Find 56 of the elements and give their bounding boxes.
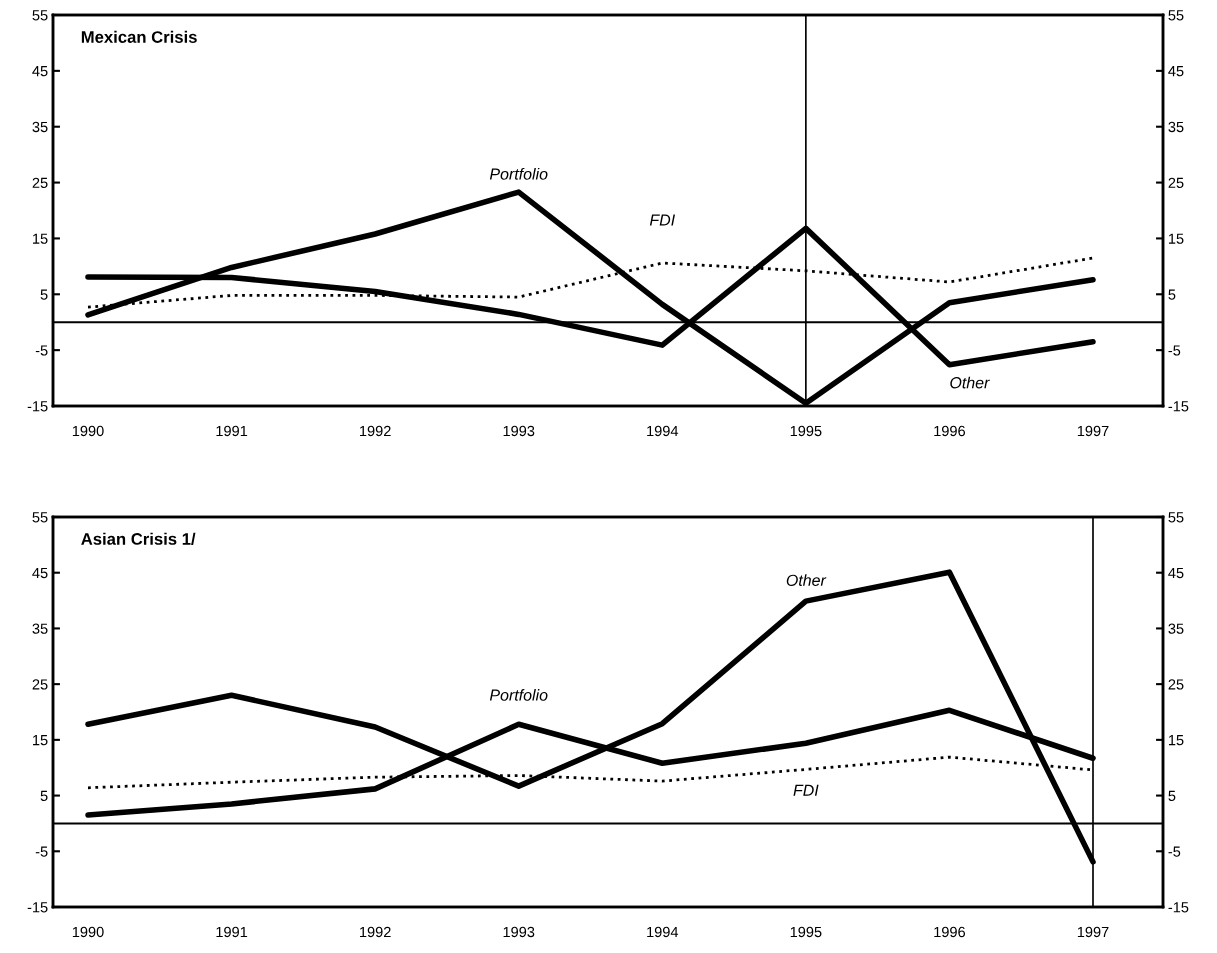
y-tick-label: 45 [32, 567, 48, 579]
x-tick-label: 1995 [790, 425, 822, 437]
x-tick-label: 1997 [1077, 926, 1109, 938]
x-tick-label: 1990 [72, 926, 104, 938]
y-tick-label: 35 [32, 121, 48, 133]
y2-tick-label: 55 [1168, 512, 1184, 523]
x-tick-label: 1994 [647, 425, 679, 437]
y-tick-label: 15 [33, 233, 48, 244]
x-tick-label: 1996 [934, 926, 966, 938]
y2-tick-label: 15 [1168, 233, 1184, 244]
y2-tick-label: 25 [1168, 177, 1184, 188]
x-tick-label: 1991 [216, 926, 248, 938]
y-tick-label: 45 [32, 66, 48, 77]
y2-tick-label: -15 [1168, 902, 1189, 913]
y2-tick-label: -15 [1168, 401, 1189, 412]
series-label: Portfolio [489, 689, 548, 701]
y2-tick-label: -5 [1168, 846, 1181, 857]
y-tick-label: 25 [32, 177, 48, 188]
y-tick-label: 35 [32, 623, 48, 634]
x-tick-label: 1992 [360, 926, 391, 938]
y-tick-label: -5 [35, 345, 48, 356]
y2-tick-label: 45 [1168, 567, 1184, 579]
x-tick-label: 1990 [72, 425, 104, 437]
x-tick-label: 1993 [503, 926, 535, 938]
y-tick-label: 5 [40, 289, 48, 300]
y2-tick-label: 35 [1168, 623, 1184, 634]
text: FDI [649, 214, 675, 226]
y-tick-label: 5 [40, 790, 48, 801]
series-label: Other [950, 376, 990, 389]
x-tick-label: 1993 [503, 425, 535, 437]
y2-tick-label: -5 [1168, 345, 1181, 356]
y-tick-label: 55 [32, 10, 48, 21]
y-tick-label: -15 [27, 401, 48, 412]
series-label: Other [786, 574, 827, 586]
y2-tick-label: 55 [1168, 10, 1184, 21]
y2-tick-label: 45 [1168, 66, 1184, 77]
text: Asian Crisis 1/ [81, 532, 196, 546]
y-tick-label: 15 [33, 735, 48, 746]
y2-tick-label: 15 [1168, 735, 1184, 746]
y2-tick-label: 5 [1168, 289, 1176, 300]
y-tick-label: -15 [27, 902, 48, 913]
x-tick-label: 1994 [647, 926, 679, 938]
text: Mexican Crisis [81, 30, 197, 43]
y-tick-label: 25 [32, 679, 48, 690]
y2-tick-label: 25 [1168, 679, 1184, 690]
x-tick-label: 1997 [1077, 425, 1109, 437]
y2-tick-label: 5 [1168, 790, 1176, 801]
y-tick-label: 55 [32, 512, 48, 523]
x-tick-label: 1996 [934, 425, 966, 437]
x-tick-label: 1992 [360, 425, 391, 437]
series-label: FDI [793, 784, 819, 796]
y2-tick-label: 35 [1168, 121, 1184, 133]
series-label: Portfolio [489, 167, 548, 180]
x-tick-label: 1995 [790, 926, 822, 938]
y-tick-label: -5 [35, 846, 48, 857]
x-tick-label: 1991 [216, 425, 248, 437]
